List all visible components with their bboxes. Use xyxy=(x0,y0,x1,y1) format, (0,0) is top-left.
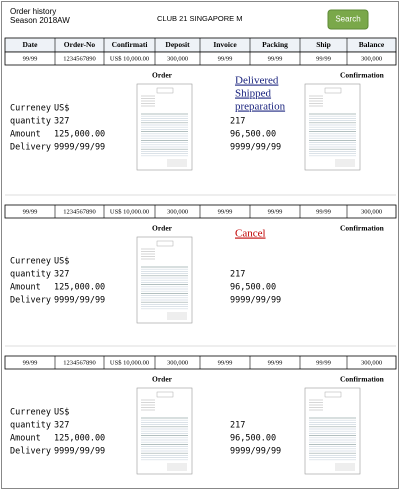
table-cell: US$ 10,000.00 xyxy=(110,359,149,366)
document-header-box xyxy=(156,240,174,247)
confirmed-value: 217 xyxy=(230,421,245,431)
detail-value: 125,000.00 xyxy=(54,434,105,444)
table-cell: 99/99 xyxy=(23,55,38,62)
detail-value: 327 xyxy=(54,421,69,431)
search-button-bg[interactable] xyxy=(327,9,369,30)
detail-value: 327 xyxy=(54,270,69,280)
detail-label: Amount xyxy=(10,283,41,293)
table-cell: 300,000 xyxy=(167,55,188,62)
document-thumbnail xyxy=(136,236,193,324)
detail-value: 9999/99/99 xyxy=(54,296,105,306)
detail-label: quantity xyxy=(10,421,51,431)
confirmed-value: 217 xyxy=(230,270,245,280)
document-thumbnail xyxy=(136,83,193,171)
table-cell: Ship xyxy=(316,40,331,49)
table-row xyxy=(4,355,397,370)
table-cell: 300,000 xyxy=(167,208,188,215)
detail-value: 125,000.00 xyxy=(54,130,105,140)
document-header-box xyxy=(156,87,174,94)
table-row xyxy=(4,51,397,66)
order-label: Order xyxy=(152,71,173,80)
season: Season 2018AW xyxy=(10,16,70,25)
table-cell: Balance xyxy=(359,40,385,49)
confirmed-value: 96,500.00 xyxy=(230,434,276,444)
order-status: Delivered xyxy=(235,75,279,87)
table-cell: 99/99 xyxy=(23,359,38,366)
detail-value: US$ xyxy=(54,408,69,418)
table-cell: Order-No xyxy=(64,40,96,49)
detail-value: 125,000.00 xyxy=(54,283,105,293)
confirmation-label: Confirmation xyxy=(340,71,385,80)
table-cell: 99/99 xyxy=(268,55,283,62)
confirmation-label: Confirmation xyxy=(340,224,385,233)
table-cell: Invoice xyxy=(213,40,237,49)
confirmation-label: Confirmation xyxy=(340,375,385,384)
detail-label: Delivery xyxy=(10,143,51,153)
table-cell: 99/99 xyxy=(316,55,331,62)
detail-value: 327 xyxy=(54,117,69,127)
table-cell: 300,000 xyxy=(361,208,382,215)
detail-label: quantity xyxy=(10,270,51,280)
table-cell: 300,000 xyxy=(361,359,382,366)
table-cell: 1234567890 xyxy=(63,208,96,215)
confirmed-value: 217 xyxy=(230,117,245,127)
table-cell: 300,000 xyxy=(361,55,382,62)
table-cell: 99/99 xyxy=(316,208,331,215)
confirmed-value: 9999/99/99 xyxy=(230,296,281,306)
order-label: Order xyxy=(152,224,173,233)
detail-label: Delivery xyxy=(10,296,51,306)
search-button-label[interactable]: Search xyxy=(335,15,360,24)
table-cell: Date xyxy=(23,40,39,49)
order-label: Order xyxy=(152,375,173,384)
detail-label: Curreney xyxy=(10,104,51,114)
document-thumbnail xyxy=(136,387,193,475)
table-row xyxy=(4,204,397,219)
document-header-box xyxy=(324,87,342,94)
table-cell: 99/99 xyxy=(268,359,283,366)
table-cell: 99/99 xyxy=(23,208,38,215)
table-cell: 99/99 xyxy=(268,208,283,215)
detail-label: Curreney xyxy=(10,257,51,267)
table-cell: 300,000 xyxy=(167,359,188,366)
page-title: Order history xyxy=(10,7,56,16)
detail-label: Amount xyxy=(10,434,41,444)
confirmed-value: 9999/99/99 xyxy=(230,447,281,457)
table-cell: 99/99 xyxy=(218,208,233,215)
document-thumbnail xyxy=(304,83,361,171)
table-cell: US$ 10,000.00 xyxy=(110,55,149,62)
detail-label: Amount xyxy=(10,130,41,140)
document-header-box xyxy=(324,391,342,398)
document-thumbnail xyxy=(304,387,361,475)
order-status: preparation xyxy=(235,101,286,113)
detail-value: 9999/99/99 xyxy=(54,447,105,457)
detail-value: US$ xyxy=(54,104,69,114)
detail-label: Delivery xyxy=(10,447,51,457)
table-cell: 99/99 xyxy=(218,55,233,62)
order-status: Shipped xyxy=(235,88,272,100)
table-cell: 99/99 xyxy=(316,359,331,366)
confirmed-value: 9999/99/99 xyxy=(230,143,281,153)
detail-label: Curreney xyxy=(10,408,51,418)
table-cell: 99/99 xyxy=(218,359,233,366)
search-button[interactable]: Search xyxy=(327,9,369,30)
table-cell: 1234567890 xyxy=(63,55,96,62)
table-cell: Confirmati xyxy=(112,40,148,49)
table-cell: Deposit xyxy=(165,40,190,49)
detail-value: 9999/99/99 xyxy=(54,143,105,153)
detail-label: quantity xyxy=(10,117,51,127)
document-header-box xyxy=(156,391,174,398)
order-status: Cancel xyxy=(235,228,266,240)
store-name: CLUB 21 SINGAPORE M xyxy=(157,14,242,23)
table-cell: Packing xyxy=(262,40,288,49)
confirmed-value: 96,500.00 xyxy=(230,130,276,140)
table-cell: 1234567890 xyxy=(63,359,96,366)
detail-value: US$ xyxy=(54,257,69,267)
confirmed-value: 96,500.00 xyxy=(230,283,276,293)
table-cell: US$ 10,000.00 xyxy=(110,208,149,215)
